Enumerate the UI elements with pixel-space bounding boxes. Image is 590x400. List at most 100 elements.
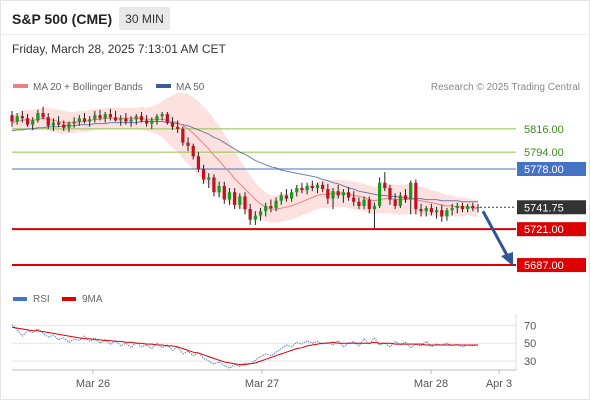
candle-body: [191, 145, 195, 157]
candle-body: [367, 199, 371, 210]
candle-body: [62, 124, 66, 128]
price-levels: [12, 128, 516, 267]
candle-body: [139, 116, 144, 121]
timeframe-badge: [119, 7, 170, 30]
candle-body: [383, 182, 387, 188]
candle-body: [341, 192, 345, 196]
candle-body: [25, 118, 30, 125]
x-tick-label: Mar 26: [76, 378, 110, 390]
forecast-arrow: [481, 210, 513, 267]
candle-body: [326, 189, 330, 199]
level-tag-pivot: [517, 162, 586, 176]
candle-body: [46, 117, 50, 126]
ma20-legend-label: MA 20 + Bollinger Bands: [33, 82, 143, 93]
candle-body: [165, 114, 169, 123]
candle-body: [476, 207, 480, 209]
candle-body: [41, 113, 45, 118]
candle-body: [362, 199, 366, 206]
rsi-legend-label: RSI: [33, 294, 50, 305]
x-tick-label: Mar 27: [245, 378, 279, 390]
candle-body: [269, 205, 273, 209]
candle-body: [455, 205, 459, 209]
candle-body: [346, 192, 351, 198]
ma9-legend-label: 9MA: [82, 294, 103, 305]
candle-body: [471, 205, 475, 209]
candle-body: [403, 195, 408, 200]
candle-body: [321, 184, 325, 190]
rsi-legend-swatch: [13, 297, 27, 301]
ma50-legend-swatch: [156, 84, 171, 88]
candle-body: [372, 205, 377, 210]
header-divider: [0, 34, 590, 35]
candle-body: [119, 118, 123, 121]
candle-body: [466, 205, 470, 210]
candle-body: [243, 196, 247, 210]
candle-body: [378, 182, 382, 206]
ma50-legend-label: MA 50: [176, 82, 205, 93]
x-tick-label: Apr 3: [486, 378, 512, 390]
candle-body: [56, 122, 61, 125]
candle-body: [145, 120, 149, 124]
level-label-support: 5687.00: [524, 260, 564, 272]
level-label-current: 5741.75: [524, 202, 564, 214]
candle-body: [181, 128, 185, 143]
candle-body: [434, 210, 439, 213]
rsi-line: [11, 324, 479, 369]
candle-body: [440, 210, 444, 217]
rsi-tick-label: 30: [524, 356, 536, 368]
candle-body: [77, 118, 81, 122]
candle-body: [150, 120, 154, 124]
candle-body: [36, 113, 40, 121]
candle-body: [336, 191, 340, 196]
candle-body: [155, 116, 159, 121]
candle-body: [134, 116, 138, 120]
candle-body: [310, 185, 314, 188]
candle-body: [113, 117, 118, 121]
level-label-resistance: 5794.00: [524, 147, 564, 159]
ma9-line: [11, 326, 478, 366]
candle-body: [331, 191, 335, 199]
candle-body: [295, 188, 299, 193]
candle-body: [227, 192, 232, 200]
bollinger-band-area: [12, 93, 478, 223]
candle-body: [196, 156, 201, 169]
candle-body: [93, 115, 97, 120]
rsi-panel: 70 50 30: [11, 320, 536, 369]
level-tag-current: [517, 200, 586, 215]
timeframe-label: 30 MIN: [125, 12, 164, 26]
candle-body: [393, 199, 397, 206]
candle-body: [51, 122, 56, 126]
candle-body: [300, 188, 304, 191]
candle-body: [289, 192, 294, 199]
candle-body: [460, 205, 465, 210]
candle-body: [124, 118, 128, 122]
level-tag-support: [517, 222, 586, 237]
forecast-arrow-head: [501, 252, 513, 267]
bollinger-band: [12, 93, 478, 223]
candle-body: [15, 116, 19, 122]
candle-body: [222, 185, 226, 200]
candle-body: [98, 115, 102, 119]
level-label-resistance: 5816.00: [524, 124, 564, 136]
timestamp: Friday, March 28, 2025 7:13:01 AM CET: [12, 42, 227, 56]
candle-body: [445, 210, 449, 217]
level-tag-support: [517, 258, 586, 273]
candle-body: [217, 185, 221, 193]
candle-body: [238, 196, 242, 205]
forecast-arrow-shaft: [481, 210, 510, 258]
candle-body: [170, 122, 175, 127]
candle-body: [233, 192, 237, 205]
candle-body: [212, 177, 216, 193]
candle-body: [419, 209, 423, 212]
candle-body: [315, 184, 320, 188]
candle-body: [108, 114, 112, 118]
instrument-title: S&P 500 (CME): [12, 11, 112, 27]
level-labels: 5816.00 5794.00 5778.00 5741.75 5721.00 5687.…: [517, 124, 586, 273]
research-credit: Research © 2025 Trading Central: [431, 82, 580, 93]
candle-body: [72, 121, 76, 124]
candle-body: [10, 115, 14, 122]
candle-body: [424, 208, 428, 212]
candle-body: [284, 195, 289, 199]
candle-body: [253, 215, 257, 220]
candle-body: [207, 177, 211, 180]
